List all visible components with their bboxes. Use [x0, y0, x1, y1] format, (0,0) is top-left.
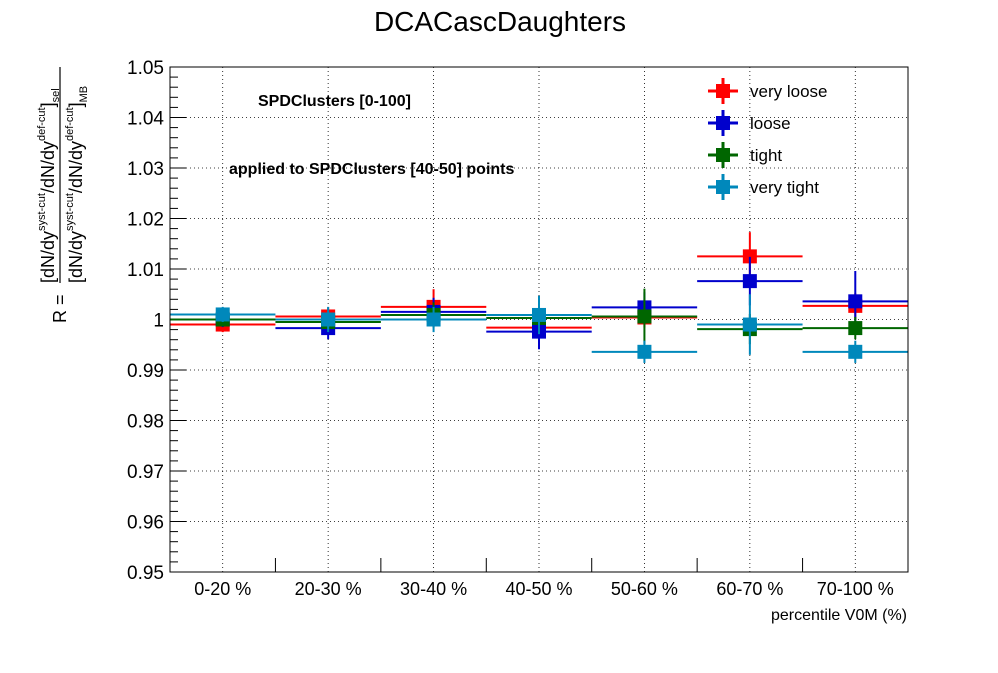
data-point	[215, 307, 230, 322]
data-point	[532, 307, 546, 322]
legend-entry: loose	[708, 110, 791, 136]
y-axis-label-denominator: [dN/dysyst-cut/dN/dydef-cut]MB	[64, 86, 90, 283]
y-tick-label: 0.97	[127, 462, 164, 483]
x-tick-label: 70-100 %	[817, 579, 894, 599]
y-tick-label: 0.95	[127, 563, 164, 584]
annotation-applied-to: applied to SPDClusters [40-50] points	[229, 161, 514, 178]
y-tick-label: 1.02	[127, 210, 164, 231]
data-point	[321, 312, 336, 327]
y-tick-labels: 0.95 0.96 0.97 0.98 0.99 1 1.01 1.02 1.03 1.04 1.0…	[127, 58, 164, 584]
legend-entry: very loose	[708, 78, 827, 104]
chart-title: DCACascDaughters	[374, 6, 626, 37]
legend-label: tight	[750, 146, 782, 165]
y-tick-label: 1	[153, 311, 164, 332]
legend-label: very tight	[750, 178, 819, 197]
data-point	[637, 344, 652, 359]
data-point	[637, 309, 652, 324]
x-tick-label: 0-20 %	[194, 579, 251, 599]
data-point	[742, 249, 757, 264]
y-tick-label: 1.05	[127, 58, 164, 79]
plot-frame	[169, 66, 909, 573]
x-tick-label: 60-70 %	[716, 579, 783, 599]
data-point	[426, 312, 441, 327]
data-point	[848, 344, 863, 359]
y-axis-label-numerator: [dN/dysyst-cut/dN/dydef-cut]sel	[36, 88, 62, 283]
data-point	[742, 274, 757, 289]
y-axis-label: R = [dN/dysyst-cut/dN/dydef-cut]sel [dN/…	[36, 67, 90, 323]
data-point	[848, 294, 863, 309]
y-tick-label: 0.98	[127, 412, 164, 433]
x-tick-labels: 0-20 % 20-30 % 30-40 % 40-50 % 50-60 % 60-70 …	[194, 579, 894, 599]
x-tick-label: 30-40 %	[400, 579, 467, 599]
x-tick-label: 20-30 %	[295, 579, 362, 599]
data-point	[742, 317, 757, 332]
y-axis-label-prefix: R =	[50, 294, 70, 323]
data-series	[170, 232, 908, 363]
x-tick-label: 40-50 %	[505, 579, 572, 599]
series-very-tight	[170, 294, 908, 363]
legend-marker-box	[716, 180, 730, 194]
legend: very loose loose tight very tight	[708, 78, 827, 200]
x-axis-label: percentile V0M (%)	[771, 607, 907, 624]
legend-marker-box	[716, 148, 730, 162]
y-tick-label: 1.04	[127, 109, 164, 130]
legend-entry: tight	[708, 142, 782, 168]
legend-marker-box	[716, 84, 730, 98]
data-point	[848, 321, 863, 336]
annotation-spdclusters-range: SPDClusters [0-100]	[258, 93, 411, 110]
y-tick-label: 1.03	[127, 159, 164, 180]
legend-marker-box	[716, 116, 730, 130]
y-tick-label: 1.01	[127, 260, 164, 281]
legend-label: very loose	[750, 82, 827, 101]
x-tick-label: 50-60 %	[611, 579, 678, 599]
y-tick-label: 0.96	[127, 513, 164, 534]
y-tick-label: 0.99	[127, 361, 164, 382]
legend-entry: very tight	[708, 174, 819, 200]
legend-label: loose	[750, 114, 791, 133]
